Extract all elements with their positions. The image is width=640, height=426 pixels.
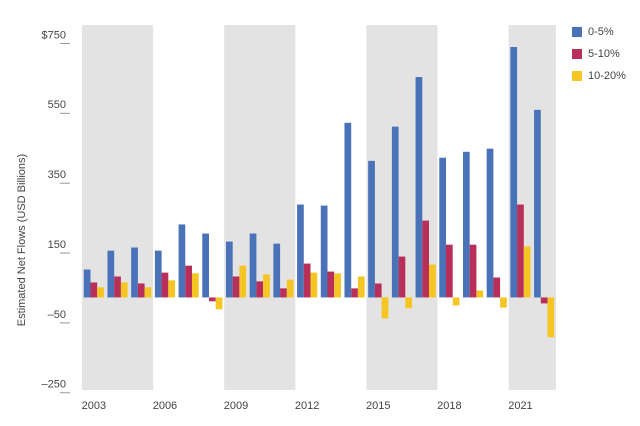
bar xyxy=(154,250,162,298)
bar xyxy=(202,233,209,298)
bar xyxy=(263,274,270,298)
bar xyxy=(97,287,104,298)
bar xyxy=(374,283,382,298)
shade-band xyxy=(82,25,154,390)
bar xyxy=(297,204,304,298)
bar xyxy=(90,282,98,298)
bar xyxy=(144,287,152,298)
bar xyxy=(534,109,541,298)
bar xyxy=(344,122,352,298)
bar xyxy=(208,297,216,302)
bar xyxy=(273,243,281,298)
bar xyxy=(327,271,335,298)
bar xyxy=(547,297,555,338)
legend-swatch xyxy=(572,49,582,59)
bar xyxy=(239,265,247,298)
bar xyxy=(422,220,430,298)
x-tick-label: 2003 xyxy=(82,400,106,412)
y-tick-label: $750 xyxy=(42,29,66,41)
y-tick-label: –50 xyxy=(48,309,66,321)
bar xyxy=(510,47,518,298)
y-tick-label: 350 xyxy=(48,169,66,181)
legend-swatch xyxy=(572,71,582,81)
legend-label: 10-20% xyxy=(588,70,626,82)
bar xyxy=(249,233,257,298)
bar xyxy=(493,277,501,298)
x-tick-label: 2006 xyxy=(153,400,177,412)
bar xyxy=(462,151,470,298)
bar xyxy=(357,276,365,298)
bar xyxy=(215,297,223,310)
bar xyxy=(476,290,484,298)
bar xyxy=(429,264,436,298)
shade-band xyxy=(366,25,438,390)
bar xyxy=(286,279,294,298)
bar xyxy=(120,282,128,298)
bar xyxy=(83,269,91,298)
y-tick-label: 150 xyxy=(48,239,66,251)
bar xyxy=(280,288,287,298)
bar xyxy=(320,205,328,298)
bar xyxy=(368,160,375,298)
x-tick-label: 2009 xyxy=(224,400,248,412)
bar xyxy=(415,77,423,298)
bar xyxy=(439,157,446,298)
shade-band xyxy=(224,25,296,390)
bar xyxy=(391,126,399,298)
bar xyxy=(500,297,507,308)
bar xyxy=(131,247,138,298)
bar xyxy=(303,263,311,298)
bar xyxy=(351,288,358,298)
y-tick-label: –250 xyxy=(42,379,66,391)
bar xyxy=(192,273,199,298)
x-tick-label: 2018 xyxy=(437,400,461,412)
bar xyxy=(256,281,264,298)
bar xyxy=(517,204,524,298)
legend-label: 0-5% xyxy=(588,26,614,38)
bar xyxy=(469,244,477,298)
bar xyxy=(225,241,233,298)
bar xyxy=(107,250,115,298)
legend-swatch xyxy=(572,27,582,37)
bar xyxy=(452,297,460,306)
bar xyxy=(334,273,341,298)
bar xyxy=(310,272,318,298)
bar xyxy=(161,272,169,298)
y-tick-label: 550 xyxy=(48,99,66,111)
bar xyxy=(185,265,193,298)
bar xyxy=(137,283,145,298)
x-tick-label: 2012 xyxy=(295,400,319,412)
bar xyxy=(398,256,406,298)
bar xyxy=(114,276,121,298)
bar xyxy=(405,297,413,309)
x-tick-label: 2015 xyxy=(366,400,390,412)
x-tick-label: 2021 xyxy=(508,400,532,412)
bar xyxy=(381,297,389,319)
legend-label: 5-10% xyxy=(588,48,620,60)
bar xyxy=(445,244,453,298)
bar xyxy=(232,276,240,298)
bar xyxy=(540,297,548,304)
bar xyxy=(486,148,494,298)
bar xyxy=(168,280,176,298)
y-axis-label: Estimated Net Flows (USD Billions) xyxy=(16,154,28,326)
bar xyxy=(178,224,186,298)
bar xyxy=(523,246,531,298)
